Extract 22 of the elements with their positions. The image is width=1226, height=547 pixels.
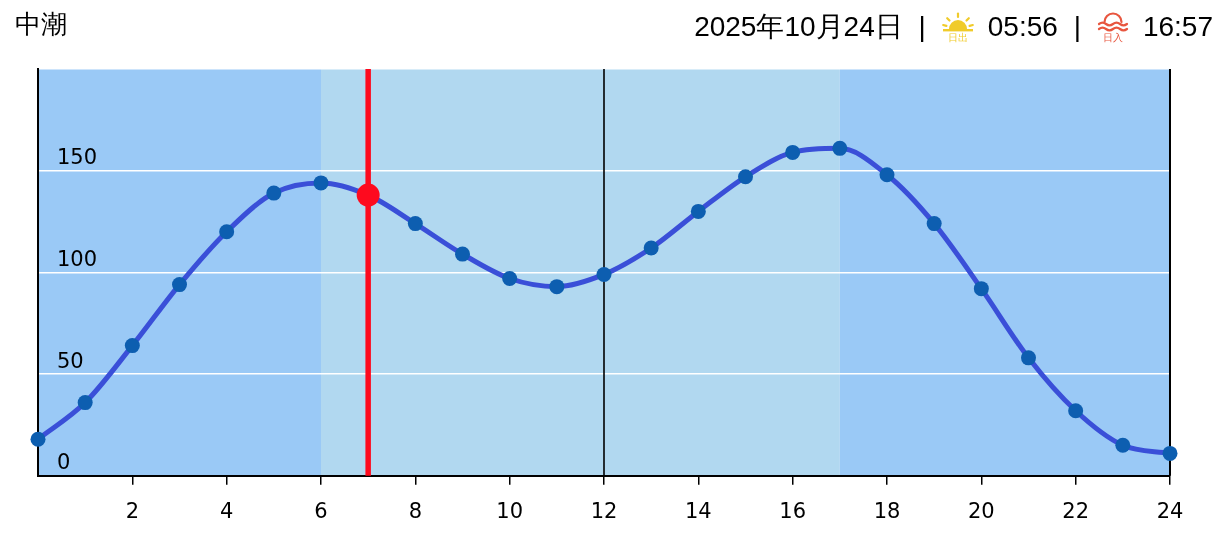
x-tick-label: 20: [967, 498, 995, 523]
y-tick-label: 150: [57, 145, 98, 170]
x-tick-label: 8: [408, 498, 423, 523]
x-tick-label: 16: [779, 498, 807, 523]
y-tick-label: 100: [57, 246, 98, 271]
text: 05:56 |: [987, 11, 1081, 43]
chart-title: 中潮: [15, 8, 67, 40]
x-tick-label: 18: [873, 498, 901, 523]
x-tick-label: 12: [590, 498, 618, 523]
text: 2025年10月24日 |: [694, 10, 926, 44]
y-tick-label: 50: [57, 348, 84, 373]
y-tick-label: 0: [57, 450, 71, 475]
text: 日出: [947, 31, 968, 43]
text: 16:57: [1142, 11, 1213, 43]
x-tick-label: 6: [314, 498, 328, 523]
x-tick-label: 4: [219, 498, 234, 523]
x-tick-label: 24: [1156, 498, 1184, 523]
x-tick-label: 2: [125, 498, 140, 523]
x-tick-label: 22: [1062, 498, 1090, 523]
text: 日入: [1102, 31, 1123, 43]
x-tick-label: 10: [496, 498, 524, 523]
x-tick-label: 14: [684, 498, 712, 523]
